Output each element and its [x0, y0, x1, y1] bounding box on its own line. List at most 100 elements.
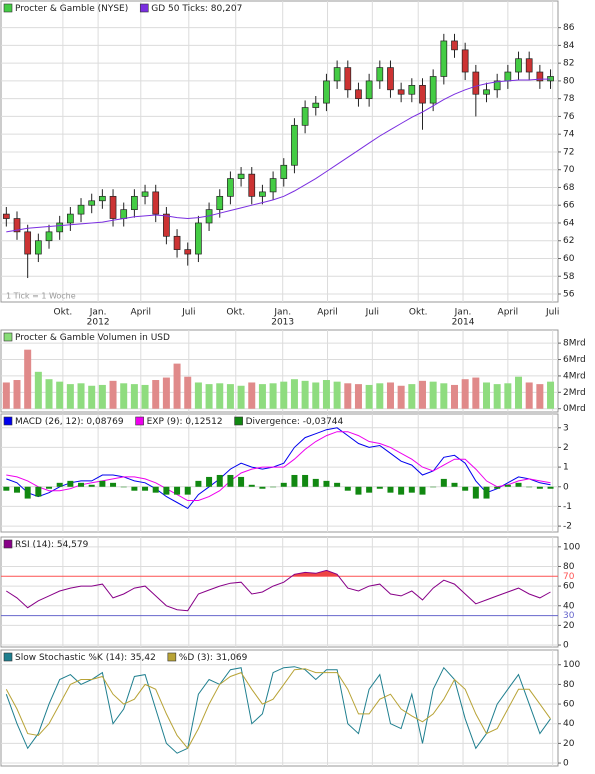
series-line	[6, 569, 551, 612]
candle-body	[237, 173, 245, 179]
x-tick-label: Okt.	[409, 308, 428, 318]
x-tick-label: Okt.	[54, 308, 73, 318]
y-tick-label: -1	[563, 502, 572, 512]
y-tick-label: -2	[563, 522, 572, 532]
divergence-bar	[419, 486, 426, 495]
volume-bar	[472, 377, 480, 409]
volume-bar	[77, 383, 85, 409]
candle-body	[248, 173, 256, 197]
divergence-bar	[184, 486, 191, 495]
y-tick-label: 78	[563, 94, 575, 104]
candle-body	[312, 102, 320, 108]
candle-body	[408, 85, 416, 95]
y-tick-label: 64	[563, 218, 575, 228]
candle-body	[45, 231, 53, 242]
divergence-bar	[312, 478, 319, 487]
y-tick-label: 100	[563, 542, 580, 552]
divergence-bar	[494, 486, 501, 489]
divergence-bar	[280, 482, 287, 487]
candle-body	[184, 249, 192, 255]
legend-label: EXP (9): 0,12512	[147, 417, 223, 427]
volume-bar	[450, 384, 458, 409]
divergence-bar	[291, 474, 298, 487]
volume-bar	[34, 371, 42, 409]
volume-bar	[130, 384, 138, 409]
legend-swatch	[3, 652, 13, 662]
divergence-bar	[462, 486, 469, 491]
y-tick-label: 76	[563, 112, 575, 122]
y-tick-label: 6Mrd	[563, 355, 586, 365]
divergence-bar	[430, 486, 437, 488]
candle-body	[99, 195, 106, 202]
divergence-bar	[376, 486, 383, 489]
panel-frame	[0, 413, 559, 533]
volume-bar	[237, 385, 245, 409]
divergence-bar	[67, 480, 74, 487]
legend-swatch	[139, 3, 149, 13]
volume-bar	[515, 376, 523, 409]
volume-bar	[547, 381, 555, 409]
y-tick-label: 1	[563, 463, 569, 473]
reference-label: 30	[563, 611, 575, 621]
divergence-bar	[163, 486, 170, 495]
series-line	[6, 78, 551, 233]
divergence-bar	[323, 480, 330, 487]
divergence-bar	[515, 482, 522, 487]
divergence-bar	[120, 486, 127, 488]
y-tick-label: 0Mrd	[563, 404, 586, 414]
volume-bar	[226, 384, 234, 409]
volume-bar	[429, 381, 437, 409]
volume-bar	[397, 385, 405, 409]
y-tick-label: 0	[563, 482, 569, 492]
candle-body	[269, 178, 277, 193]
divergence-bar	[366, 486, 373, 493]
y-tick-label: 86	[563, 23, 575, 33]
divergence-bar	[302, 474, 309, 487]
y-tick-label: 0	[563, 641, 569, 651]
candle-body	[376, 67, 384, 82]
reference-label: 70	[563, 572, 575, 582]
candle-body	[355, 89, 362, 100]
candle-body	[152, 191, 160, 215]
candle-body	[323, 80, 330, 104]
candle-body	[536, 71, 544, 82]
y-tick-label: 20	[563, 621, 575, 631]
volume-bar	[141, 384, 149, 409]
y-tick-label: 40	[563, 601, 575, 611]
volume-bar	[66, 384, 74, 409]
candle-body	[493, 80, 501, 91]
volume-bar	[2, 382, 10, 409]
x-tick-year: 2012	[87, 318, 110, 328]
legend-swatch	[3, 332, 13, 342]
candle-body	[280, 164, 288, 179]
y-tick-label: 60	[563, 700, 575, 710]
candle-body	[88, 200, 96, 206]
divergence-bar	[387, 486, 394, 493]
volume-bar	[483, 382, 491, 409]
volume-bar	[536, 384, 544, 409]
y-tick-label: 0	[563, 759, 569, 769]
volume-bar	[365, 384, 373, 409]
volume-bar	[333, 381, 341, 409]
volume-bar	[525, 382, 533, 409]
candle-body	[141, 191, 149, 197]
divergence-bar	[152, 486, 159, 493]
volume-bar	[354, 384, 362, 409]
y-tick-label: 60	[563, 582, 575, 592]
legend-label: MACD (26, 12): 0,08769	[15, 417, 124, 427]
divergence-bar	[195, 480, 202, 487]
x-tick-label: April	[317, 308, 338, 318]
y-tick-label: 20	[563, 739, 575, 749]
legend-label: RSI (14): 54,579	[15, 540, 89, 550]
candle-body	[483, 89, 490, 95]
candle-body	[344, 67, 352, 91]
volume-bar	[290, 379, 298, 409]
y-tick-label: 80	[563, 562, 575, 572]
candle-body	[515, 58, 522, 73]
y-tick-label: 80	[563, 680, 575, 690]
panel: 0Mrd 2Mrd 4Mrd 6Mrd 8Mrd Procter & Gamble Vol…	[0, 329, 586, 414]
divergence-bar	[24, 486, 31, 499]
